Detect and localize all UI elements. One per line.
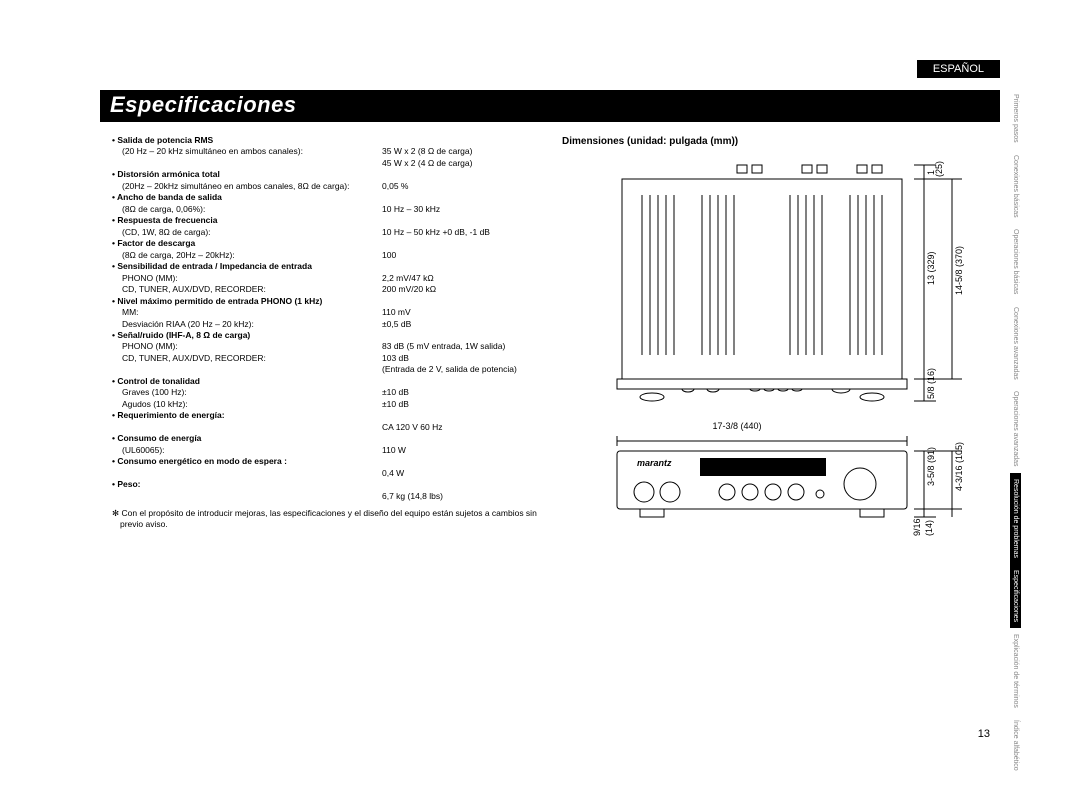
- spec-value: CA 120 V 60 Hz: [382, 422, 442, 433]
- spec-item: • Sensibilidad de entrada / Impedancia d…: [112, 261, 542, 295]
- spec-heading: • Consumo de energía: [112, 433, 542, 444]
- spec-sublabel: (20 Hz – 20 kHz simultáneo en ambos cana…: [112, 146, 382, 157]
- spec-item: • Consumo energético en modo de espera :…: [112, 456, 542, 479]
- svg-text:14-5/8 (370): 14-5/8 (370): [954, 245, 964, 294]
- spec-sublabel: Graves (100 Hz):: [112, 387, 382, 398]
- footnote: ✻ Con el propósito de introducir mejoras…: [112, 508, 542, 531]
- spec-item: • Requerimiento de energía:CA 120 V 60 H…: [112, 410, 542, 433]
- spec-item: • Respuesta de frecuencia(CD, 1W, 8Ω de …: [112, 215, 542, 238]
- spec-sublabel: (8Ω de carga, 20Hz – 20kHz):: [112, 250, 382, 261]
- side-tab[interactable]: Explicación de términos: [1010, 628, 1021, 714]
- svg-text:(25): (25): [934, 160, 944, 176]
- side-tab[interactable]: Conexiones básicas: [1010, 149, 1021, 224]
- content: • Salida de potencia RMS(20 Hz – 20 kHz …: [112, 135, 992, 550]
- spec-sublabel: Agudos (10 kHz):: [112, 399, 382, 410]
- svg-text:(14): (14): [924, 520, 934, 536]
- spec-value: 83 dB (5 mV entrada, 1W salida): [382, 341, 505, 352]
- spec-value: 10 Hz – 30 kHz: [382, 204, 440, 215]
- spec-item: • Distorsión armónica total(20Hz – 20kHz…: [112, 169, 542, 192]
- spec-sublabel: PHONO (MM):: [112, 341, 382, 352]
- spec-item: • Señal/ruido (IHF-A, 8 Ω de carga)PHONO…: [112, 330, 542, 376]
- spec-value: 110 W: [382, 445, 406, 456]
- language-tab: ESPAÑOL: [917, 60, 1000, 78]
- side-tab[interactable]: Resolución de problemas: [1010, 473, 1021, 564]
- spec-heading: • Nivel máximo permitido de entrada PHON…: [112, 296, 542, 307]
- spec-sublabel: (20Hz – 20kHz simultáneo en ambos canale…: [112, 181, 382, 192]
- spec-item: • Ancho de banda de salida(8Ω de carga, …: [112, 192, 542, 215]
- spec-heading: • Sensibilidad de entrada / Impedancia d…: [112, 261, 542, 272]
- spec-sublabel: PHONO (MM):: [112, 273, 382, 284]
- side-tab[interactable]: Índice alfabético: [1010, 714, 1021, 777]
- spec-heading: • Requerimiento de energía:: [112, 410, 542, 421]
- side-tab[interactable]: Operaciones básicas: [1010, 223, 1021, 300]
- spec-item: • Salida de potencia RMS(20 Hz – 20 kHz …: [112, 135, 542, 169]
- spec-heading: • Consumo energético en modo de espera :: [112, 456, 542, 467]
- side-tab[interactable]: Conexiones avanzadas: [1010, 301, 1021, 386]
- spec-heading: • Ancho de banda de salida: [112, 192, 542, 203]
- page-title: Especificaciones: [100, 90, 1000, 122]
- spec-value: 6,7 kg (14,8 lbs): [382, 491, 443, 502]
- spec-value: ±0,5 dB: [382, 319, 411, 330]
- front-view-drawing: marantz 3-5/8 (91) 4-3/: [562, 436, 992, 546]
- spec-value: 45 W x 2 (4 Ω de carga): [382, 158, 472, 169]
- specs-column: • Salida de potencia RMS(20 Hz – 20 kHz …: [112, 135, 542, 531]
- spec-heading: • Factor de descarga: [112, 238, 542, 249]
- spec-heading: • Distorsión armónica total: [112, 169, 542, 180]
- top-view-drawing: 1 13 (329) 14-5/8 (370) 5/8 (16) (25): [562, 155, 992, 415]
- spec-value: ±10 dB: [382, 387, 409, 398]
- svg-text:4-3/16 (105): 4-3/16 (105): [954, 442, 964, 491]
- dimensions-title: Dimensiones (unidad: pulgada (mm)): [562, 135, 992, 149]
- spec-value: 200 mV/20 kΩ: [382, 284, 436, 295]
- spec-sublabel: MM:: [112, 307, 382, 318]
- spec-value: 2,2 mV/47 kΩ: [382, 273, 434, 284]
- spec-value: 10 Hz – 50 kHz +0 dB, -1 dB: [382, 227, 490, 238]
- spec-heading: • Peso:: [112, 479, 542, 490]
- spec-sublabel: (8Ω de carga, 0,06%):: [112, 204, 382, 215]
- side-tab[interactable]: Especificaciones: [1010, 564, 1021, 628]
- svg-text:13 (329): 13 (329): [926, 251, 936, 285]
- spec-item: • Consumo de energía(UL60065):110 W: [112, 433, 542, 456]
- spec-sublabel: CD, TUNER, AUX/DVD, RECORDER:: [112, 353, 382, 364]
- spec-heading: • Salida de potencia RMS: [112, 135, 542, 146]
- page: ESPAÑOL Especificaciones • Salida de pot…: [100, 60, 1000, 760]
- spec-heading: • Control de tonalidad: [112, 376, 542, 387]
- spec-value: 110 mV: [382, 307, 411, 318]
- spec-heading: • Señal/ruido (IHF-A, 8 Ω de carga): [112, 330, 542, 341]
- svg-text:9/16: 9/16: [912, 519, 922, 537]
- spec-value: 0,05 %: [382, 181, 408, 192]
- svg-text:marantz: marantz: [637, 458, 672, 468]
- side-tab[interactable]: Operaciones avanzadas: [1010, 385, 1021, 473]
- svg-text:5/8 (16): 5/8 (16): [926, 367, 936, 398]
- page-number: 13: [978, 728, 990, 740]
- spec-value: ±10 dB: [382, 399, 409, 410]
- svg-text:3-5/8 (91): 3-5/8 (91): [926, 447, 936, 486]
- spec-sublabel: (UL60065):: [112, 445, 382, 456]
- spec-sublabel: Desviación RIAA (20 Hz – 20 kHz):: [112, 319, 382, 330]
- spec-value: 103 dB: [382, 353, 409, 364]
- side-tabs: Primeros pasosConexiones básicasOperacio…: [1010, 88, 1070, 777]
- spec-value: 35 W x 2 (8 Ω de carga): [382, 146, 472, 157]
- spec-item: • Nivel máximo permitido de entrada PHON…: [112, 296, 542, 330]
- spec-item: • Control de tonalidadGraves (100 Hz):±1…: [112, 376, 542, 410]
- spec-value: 100: [382, 250, 396, 261]
- spec-sublabel: CD, TUNER, AUX/DVD, RECORDER:: [112, 284, 382, 295]
- dimensions-column: Dimensiones (unidad: pulgada (mm)): [562, 135, 992, 550]
- spec-item: • Peso:6,7 kg (14,8 lbs): [112, 479, 542, 502]
- spec-value: (Entrada de 2 V, salida de potencia): [382, 364, 517, 375]
- side-tab[interactable]: Primeros pasos: [1010, 88, 1021, 149]
- width-dim: 17-3/8 (440): [562, 420, 912, 432]
- spec-item: • Factor de descarga(8Ω de carga, 20Hz –…: [112, 238, 542, 261]
- spec-heading: • Respuesta de frecuencia: [112, 215, 542, 226]
- spec-sublabel: (CD, 1W, 8Ω de carga):: [112, 227, 382, 238]
- spec-value: 0,4 W: [382, 468, 404, 479]
